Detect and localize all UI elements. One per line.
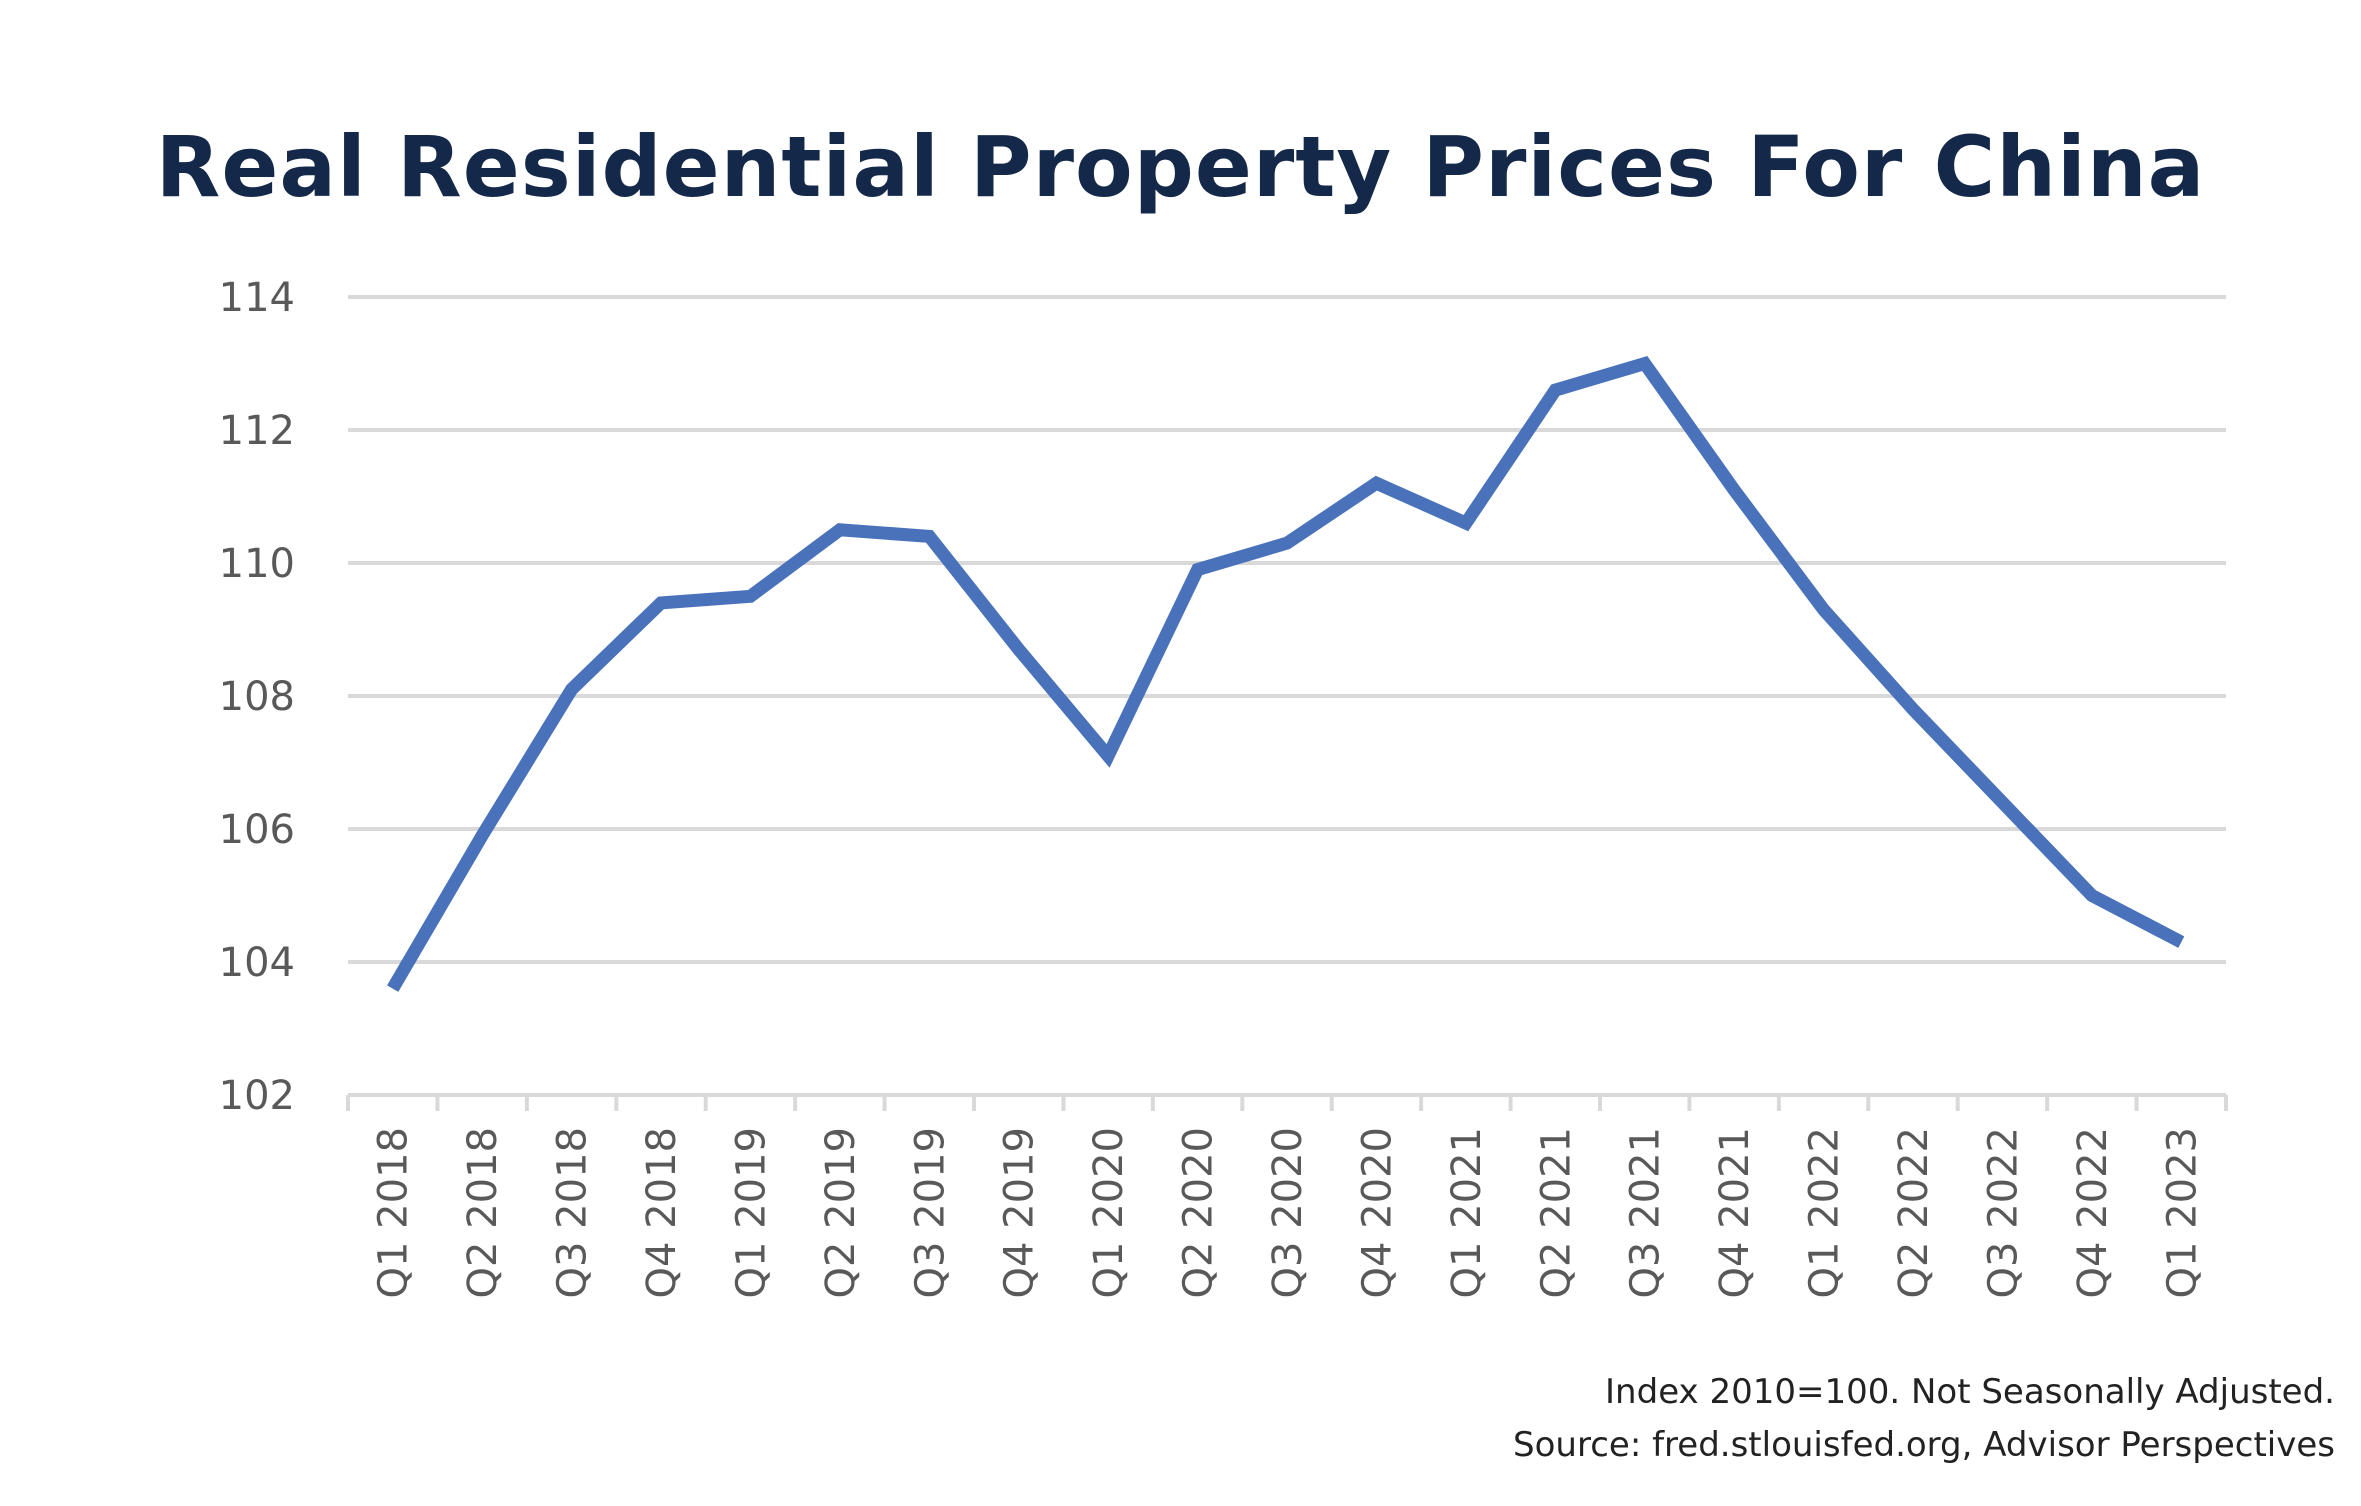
data-point: [927, 534, 931, 538]
x-tick-label: Q3 2020: [1265, 1127, 1311, 1298]
x-tick-label: Q1 2020: [1086, 1127, 1132, 1298]
data-point: [1285, 541, 1289, 545]
gridlines: [348, 295, 2226, 964]
data-point: [1732, 488, 1736, 492]
x-tick-label: Q2 2021: [1533, 1127, 1579, 1298]
data-point: [748, 594, 752, 598]
x-tick-label: Q2 2020: [1176, 1127, 1222, 1298]
x-tick-label: Q4 2022: [2070, 1127, 2116, 1298]
data-point: [480, 834, 484, 838]
x-tick-label: Q2 2022: [1891, 1127, 1937, 1298]
x-tick-label: Q1 2022: [1802, 1127, 1848, 1298]
x-tick-label: Q4 2021: [1712, 1127, 1758, 1298]
x-tick-label: Q4 2020: [1354, 1127, 1400, 1298]
data-point: [2000, 800, 2004, 804]
x-tick-label: Q2 2019: [818, 1127, 864, 1298]
y-tick-label: 106: [219, 807, 295, 853]
y-axis: 102 104 106 108 110 112 114: [219, 275, 295, 1119]
data-point: [2090, 894, 2094, 898]
x-tick-label: Q4 2019: [997, 1127, 1043, 1298]
x-tick-label: Q3 2018: [550, 1127, 596, 1298]
footnote-index-note: Index 2010=100. Not Seasonally Adjusted.: [1605, 1372, 2335, 1412]
x-axis: [346, 1093, 2228, 1111]
x-tick-label: Q1 2023: [2159, 1127, 2205, 1298]
y-tick-label: 104: [219, 940, 295, 986]
data-point: [1822, 608, 1826, 612]
y-tick-label: 114: [219, 275, 295, 321]
x-tick-label: Q3 2022: [1980, 1127, 2026, 1298]
x-tick-label: Q1 2018: [371, 1127, 417, 1298]
footnote-source: Source: fred.stlouisfed.org, Advisor Per…: [1513, 1425, 2335, 1465]
data-point: [1643, 362, 1647, 366]
chart-title: Real Residential Property Prices For Chi…: [155, 118, 2206, 216]
data-point: [570, 687, 574, 691]
data-point: [1464, 521, 1468, 525]
y-tick-label: 110: [219, 541, 295, 587]
data-point: [1017, 647, 1021, 651]
x-axis-labels: Q1 2018 Q2 2018 Q3 2018 Q4 2018 Q1 2019 Q2 20…: [371, 1127, 2206, 1298]
data-point: [2179, 940, 2183, 944]
y-tick-label: 108: [219, 674, 295, 720]
data-point: [1374, 481, 1378, 485]
data-point: [838, 528, 842, 532]
y-tick-label: 112: [219, 408, 295, 454]
series-line: [387, 355, 2185, 992]
data-point: [1911, 707, 1915, 711]
data-point: [1106, 754, 1110, 758]
x-tick-label: Q3 2019: [907, 1127, 953, 1298]
x-tick-label: Q1 2019: [728, 1127, 774, 1298]
x-tick-label: Q1 2021: [1444, 1127, 1490, 1298]
x-tick-label: Q4 2018: [639, 1127, 685, 1298]
y-tick-label: 102: [219, 1073, 295, 1119]
data-point: [1553, 388, 1557, 392]
x-tick-label: Q2 2018: [460, 1127, 506, 1298]
data-point: [659, 601, 663, 605]
data-point: [1196, 568, 1200, 572]
data-point: [391, 987, 395, 991]
series-layer: [387, 355, 2185, 992]
x-tick-label: Q3 2021: [1623, 1127, 1669, 1298]
